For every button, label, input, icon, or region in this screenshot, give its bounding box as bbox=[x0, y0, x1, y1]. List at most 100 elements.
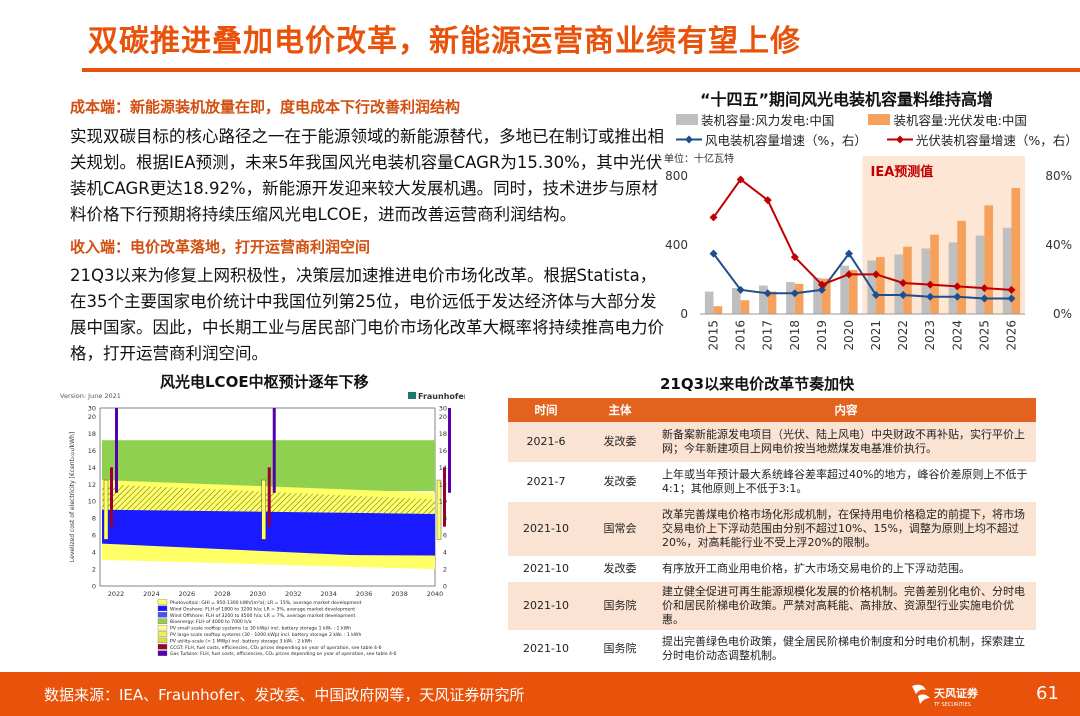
wind-capacity-bar bbox=[704, 291, 714, 314]
pv-battery-range-bar bbox=[436, 479, 442, 540]
wind-capacity-bar bbox=[948, 242, 958, 314]
ccgt-range-bar bbox=[443, 467, 446, 527]
x-tick-label: 2020 bbox=[842, 320, 856, 351]
legend-swatch-pv-bar bbox=[868, 114, 891, 125]
legend-label-wind-bar: 装机容量:风力发电:中国 bbox=[701, 113, 835, 128]
lcoe-chart-title: 风光电LCOE中枢预计逐年下移 bbox=[160, 373, 369, 391]
table-row: 2021-10 国常会 改革完善煤电价格市场化形成机制，在保持用电价格稳定的前提… bbox=[508, 502, 1036, 556]
lcoe-y-tick-right: 20 bbox=[439, 413, 447, 421]
lcoe-y-tick-right: 0 bbox=[443, 583, 447, 591]
lcoe-legend-label: PV small scale rooftop systems (≤ 30 kWp… bbox=[170, 626, 351, 632]
page-title: 双碳推进叠加电价改革，新能源运营商业绩有望上修 bbox=[88, 24, 801, 59]
pv-growth-point bbox=[953, 282, 962, 291]
pv-growth-point bbox=[763, 196, 772, 205]
pv-battery-range-bar bbox=[103, 479, 109, 540]
x-tick-label: 2019 bbox=[815, 320, 829, 351]
lcoe-y-tick-right: 10 bbox=[439, 498, 447, 506]
cell-time: 2021-10 bbox=[508, 556, 584, 582]
capacity-legend-row-2: 风电装机容量增速（%，右） 光伏装机容量增速（%，右） bbox=[676, 130, 1078, 149]
wind-capacity-bar bbox=[731, 288, 741, 314]
lcoe-x-tick: 2024 bbox=[143, 590, 160, 598]
x-tick-label: 2021 bbox=[869, 320, 883, 351]
table-row: 2021-6 发改委 新备案新能源发电项目（光伏、陆上风电）中央财政不再补贴，实… bbox=[508, 422, 1036, 462]
lcoe-y-tick-right: 18 bbox=[439, 430, 447, 438]
x-tick-label: 2022 bbox=[896, 320, 910, 351]
lcoe-x-tick: 2034 bbox=[320, 590, 337, 598]
pv-capacity-bar bbox=[713, 306, 723, 314]
reform-table-title: 21Q3以来电价改革节奏加快 bbox=[660, 375, 855, 393]
cell-content: 上年或当年预计最大系统峰谷差率超过40%的地方，峰谷价差原则上不低于4:1；其他… bbox=[656, 462, 1036, 502]
title-divider bbox=[82, 68, 1080, 72]
wind-growth-point bbox=[980, 294, 989, 303]
cell-time: 2021-10 bbox=[508, 630, 584, 668]
legend-swatch-wind-bar bbox=[676, 114, 698, 125]
lcoe-x-tick: 2022 bbox=[108, 590, 125, 598]
lcoe-legend-swatch bbox=[157, 618, 168, 624]
lcoe-legend-swatch bbox=[157, 612, 168, 618]
table-row: 2021-10 发改委 有序放开工商业用电价格，扩大市场交易电价的上下浮动范围。 bbox=[508, 556, 1036, 582]
wind-capacity-bar bbox=[786, 282, 795, 314]
lcoe-y-tick-left: 14 bbox=[88, 464, 96, 472]
cell-content: 有序放开工商业用电价格，扩大市场交易电价的上下浮动范围。 bbox=[656, 556, 1036, 582]
lcoe-chart: Version: June 2021 Fraunhofer 0 0 2 2 4 4 6 6 8 8 10… bbox=[60, 392, 465, 657]
header-time: 时间 bbox=[508, 398, 584, 422]
wind-capacity-bar bbox=[1002, 227, 1012, 314]
data-source-note: 数据来源：IEA、Fraunhofer、发改委、中国政府网等，天风证券研究所 bbox=[44, 686, 525, 704]
lcoe-legend-label: PV large scale rooftop systems (30 - 100… bbox=[170, 632, 361, 638]
wind-growth-point bbox=[817, 285, 826, 294]
cell-content: 提出完善绿色电价政策，健全居民阶梯电价制度和分时电价机制，探索建立分时电价动态调… bbox=[656, 630, 1036, 668]
lcoe-legend-swatch bbox=[157, 631, 168, 637]
lcoe-y-tick-left: 2 bbox=[92, 566, 96, 574]
lcoe-x-tick: 2040 bbox=[427, 590, 444, 598]
y-right-tick-label: 0% bbox=[1053, 307, 1072, 321]
x-tick-label: 2023 bbox=[923, 320, 937, 351]
pv-growth-point bbox=[709, 213, 718, 222]
pv-capacity-bar bbox=[903, 246, 912, 314]
lcoe-y-tick-right: 16 bbox=[439, 447, 447, 455]
pv-capacity-bar bbox=[740, 300, 750, 314]
pv-growth-point bbox=[926, 280, 935, 289]
pv-capacity-bar bbox=[930, 234, 939, 314]
x-tick-label: 2016 bbox=[734, 320, 748, 351]
wind-capacity-bar bbox=[975, 235, 985, 314]
pv-growth-point bbox=[899, 278, 908, 287]
lcoe-y-tick-left: 4 bbox=[92, 549, 96, 557]
wind-growth-point bbox=[899, 291, 908, 300]
brand-label: Fraunhofer bbox=[418, 392, 465, 401]
lcoe-y-tick-left: 20 bbox=[88, 413, 96, 421]
lcoe-legend-label: Gas Turbine: FLH, fuel costs, efficienci… bbox=[170, 651, 397, 657]
fraunhofer-logo-icon bbox=[408, 392, 416, 399]
cost-side-heading: 成本端：新能源装机放量在即，度电成本下行改善利润结构 bbox=[70, 98, 461, 116]
cell-body: 发改委 bbox=[584, 556, 656, 582]
lcoe-x-tick: 2038 bbox=[391, 590, 408, 598]
lcoe-y-tick-left: 16 bbox=[88, 447, 96, 455]
table-header-row: 时间 主体 内容 bbox=[508, 398, 1036, 422]
header-content: 内容 bbox=[656, 398, 1036, 422]
table-row: 2021-10 国务院 建立健全促进可再生能源规模化发展的价格机制。完善差别化电… bbox=[508, 582, 1036, 630]
forecast-annotation: IEA预测值 bbox=[871, 164, 934, 180]
lcoe-x-tick: 2030 bbox=[250, 590, 267, 598]
logo-subtext: TF SECURITIES bbox=[933, 702, 971, 708]
wind-growth-point bbox=[926, 292, 935, 301]
pv-growth-point bbox=[736, 175, 745, 184]
version-label: Version: June 2021 bbox=[60, 392, 121, 400]
pv-growth-point bbox=[872, 270, 881, 279]
pv-capacity-bar bbox=[984, 205, 994, 314]
legend-label-pv-line: 光伏装机容量增速（%，右） bbox=[915, 133, 1078, 148]
x-tick-label: 2015 bbox=[707, 320, 721, 351]
x-tick-label: 2024 bbox=[950, 320, 964, 351]
wind-capacity-bar bbox=[921, 248, 931, 314]
ccgt-range-bar bbox=[267, 467, 271, 527]
logo-text: 天风证券 bbox=[934, 686, 979, 700]
wind-growth-point bbox=[736, 285, 745, 294]
lcoe-x-tick: 2028 bbox=[214, 590, 231, 598]
lcoe-legend-label: Photovoltaic: GHI = 950-1300 kWh/(m²a); … bbox=[170, 600, 362, 606]
pv-growth-point bbox=[980, 284, 989, 293]
lcoe-x-tick: 2036 bbox=[356, 590, 373, 598]
lcoe-y-tick-right: 8 bbox=[443, 515, 447, 523]
pv-growth-point bbox=[790, 253, 799, 262]
pv-growth-point bbox=[1007, 285, 1016, 294]
capacity-chart: 单位：十亿瓦特 IEA预测值 0 400 800 0% 40% 80% 2015 2016 2017… bbox=[664, 152, 1072, 351]
cell-body: 国常会 bbox=[584, 502, 656, 556]
page-number: 61 bbox=[1036, 683, 1059, 704]
